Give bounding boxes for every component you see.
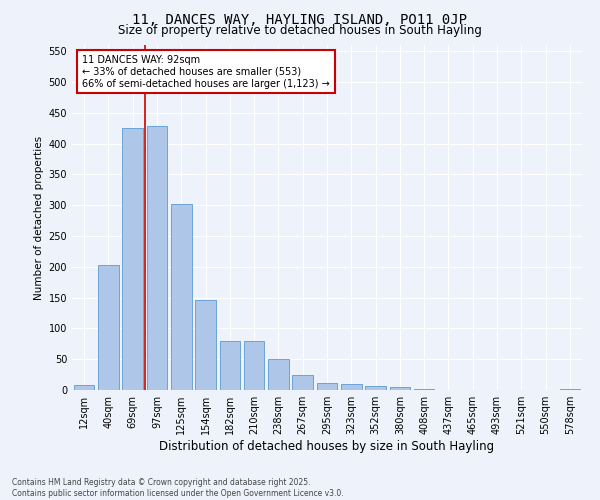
Bar <box>268 359 289 390</box>
Y-axis label: Number of detached properties: Number of detached properties <box>34 136 44 300</box>
Bar <box>171 204 191 390</box>
Bar <box>122 128 143 390</box>
Bar <box>195 300 216 390</box>
Text: Size of property relative to detached houses in South Hayling: Size of property relative to detached ho… <box>118 24 482 37</box>
Bar <box>341 384 362 390</box>
Bar <box>98 265 119 390</box>
Text: 11, DANCES WAY, HAYLING ISLAND, PO11 0JP: 11, DANCES WAY, HAYLING ISLAND, PO11 0JP <box>133 12 467 26</box>
Bar <box>74 385 94 390</box>
Bar <box>317 383 337 390</box>
Text: 11 DANCES WAY: 92sqm
← 33% of detached houses are smaller (553)
66% of semi-deta: 11 DANCES WAY: 92sqm ← 33% of detached h… <box>82 56 330 88</box>
X-axis label: Distribution of detached houses by size in South Hayling: Distribution of detached houses by size … <box>160 440 494 453</box>
Bar <box>244 340 265 390</box>
Bar <box>220 340 240 390</box>
Bar <box>292 375 313 390</box>
Bar <box>414 389 434 390</box>
Bar <box>146 126 167 390</box>
Bar <box>389 387 410 390</box>
Bar <box>365 386 386 390</box>
Text: Contains HM Land Registry data © Crown copyright and database right 2025.
Contai: Contains HM Land Registry data © Crown c… <box>12 478 344 498</box>
